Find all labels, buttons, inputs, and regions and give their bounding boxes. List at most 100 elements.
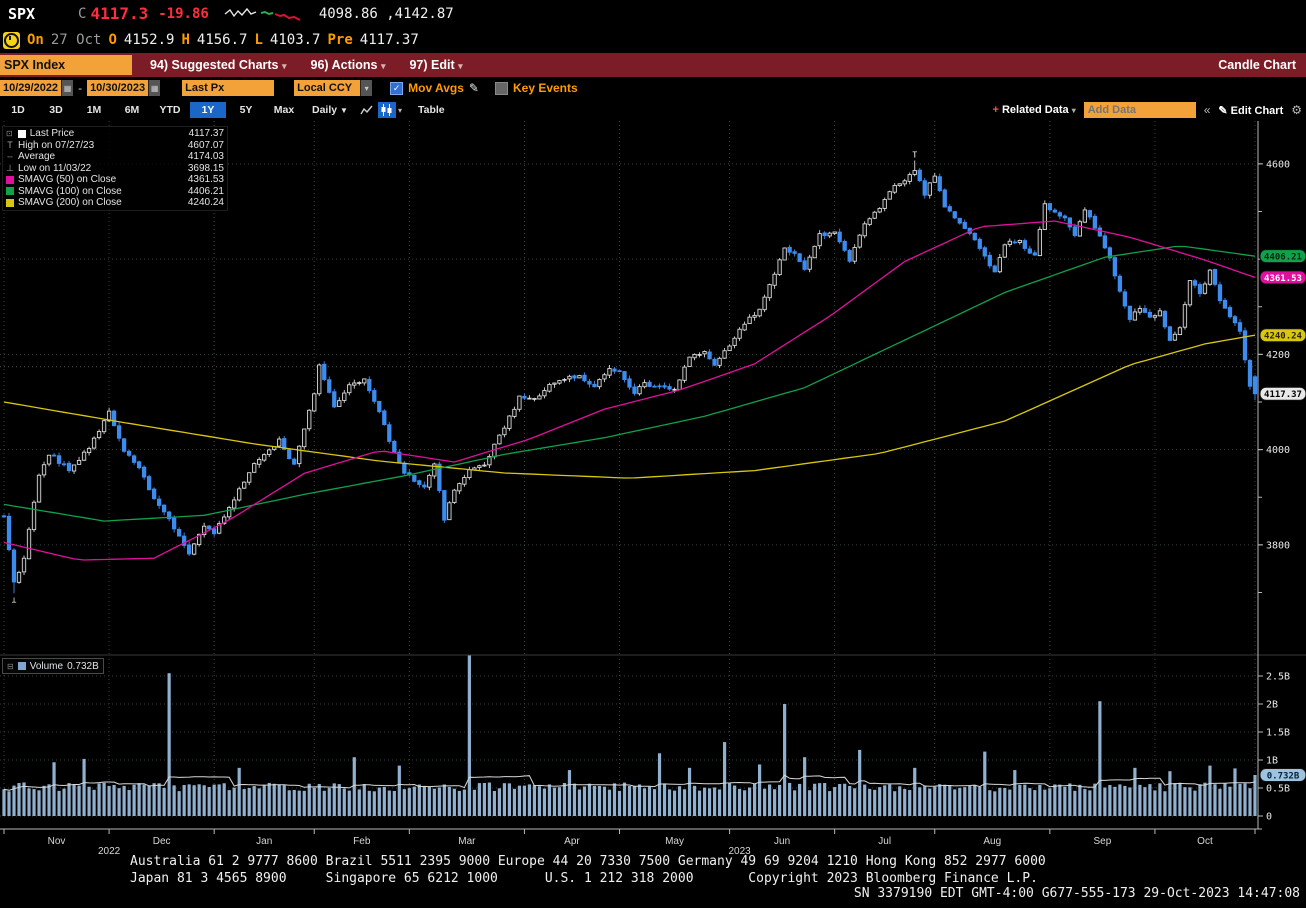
chart-legend: ⊡ Last Price 4117.37 T High on 07/27/23 4607.… (2, 126, 228, 211)
svg-text:2B: 2B (1266, 700, 1278, 711)
period-1y[interactable]: 1Y (190, 102, 226, 118)
volume-value: 0.732B (67, 660, 99, 672)
menu-actions[interactable]: 96) Actions ▾ (310, 58, 386, 72)
legend-expander-icon[interactable]: ⊡ (6, 129, 13, 139)
svg-text:2022: 2022 (98, 846, 121, 854)
date-from-input[interactable]: 10/29/2022 (0, 80, 62, 96)
mov-avgs-label: Mov Avgs (408, 81, 464, 95)
svg-text:Oct: Oct (1197, 836, 1213, 847)
legend-swatch (6, 175, 14, 184)
currency-select[interactable]: Local CCY (294, 80, 361, 96)
edit-pencil-icon[interactable]: ✎ (468, 81, 479, 95)
period-1m[interactable]: 1M (86, 104, 102, 116)
collapse-panel-icon[interactable]: « (1203, 103, 1211, 117)
svg-text:Aug: Aug (983, 836, 1001, 847)
last-price: 4117.3 (90, 4, 149, 23)
day-range: 4098.86 ,4142.87 (318, 5, 454, 22)
menu-edit[interactable]: 97) Edit ▾ (409, 58, 463, 72)
legend-row: SMAVG (50) on Close 4361.53 (6, 174, 224, 186)
calendar-icon[interactable]: ▦ (148, 80, 161, 96)
legend-marker-icon: T (7, 140, 13, 151)
legend-label: SMAVG (100) on Close (18, 185, 122, 197)
legend-value: 4607.07 (187, 139, 224, 151)
svg-text:1.5B: 1.5B (1266, 728, 1290, 739)
prev-label: Pre (327, 32, 353, 48)
terminal-status-line: SN 3379190 EDT GMT-4:00 G677-555-173 29-… (853, 886, 1300, 901)
edit-chart-button[interactable]: ✎ Edit Chart (1218, 104, 1284, 117)
candle-chart-icon[interactable] (377, 102, 396, 118)
mov-avgs-checkbox[interactable]: ✓ (390, 81, 404, 95)
date-to-input[interactable]: 10/30/2023 (87, 80, 149, 96)
session-date: 27 Oct (50, 32, 102, 48)
chevron-down-icon[interactable]: ▾ (360, 80, 373, 96)
legend-value: 4240.24 (187, 197, 224, 209)
legend-expander-icon[interactable]: ⊟ (7, 661, 14, 671)
svg-text:4200: 4200 (1266, 350, 1290, 361)
period-ytd[interactable]: YTD (159, 104, 181, 116)
legend-row: ┄ Average 4174.03 (6, 151, 224, 163)
price-volume-chart[interactable]: T ⊥ Nov Dec Jan Feb Mar Apr May Jun Jul Aug Sep Oct 20… (0, 121, 1306, 854)
legend-label: Last Price (29, 128, 75, 140)
legend-row: SMAVG (200) on Close 4240.24 (6, 197, 224, 209)
high-value: 4156.7 (196, 32, 248, 48)
volume-swatch (17, 662, 26, 670)
calendar-icon[interactable]: ▦ (61, 80, 74, 96)
svg-text:0: 0 (1266, 812, 1272, 823)
price-change: -19.86 (158, 5, 209, 22)
svg-text:4600: 4600 (1266, 159, 1290, 170)
legend-swatch (6, 187, 14, 196)
high-label: H (181, 32, 190, 48)
delayed-clock-icon[interactable] (3, 31, 20, 49)
table-button[interactable]: Table (417, 104, 445, 116)
frequency-select[interactable]: Daily ▼ (312, 104, 348, 116)
quote-row-session: On 27 Oct O 4152.9 H 4156.7 L 4103.7 Pre… (0, 27, 1306, 53)
period-1d[interactable]: 1D (11, 104, 25, 116)
add-data-input[interactable] (1083, 102, 1196, 118)
chart-area[interactable]: T ⊥ Nov Dec Jan Feb Mar Apr May Jun Jul Aug Sep Oct 20… (0, 121, 1306, 854)
on-label: On (27, 32, 44, 48)
close-label: C (78, 5, 87, 22)
period-6m[interactable]: 6M (124, 104, 140, 116)
period-5y[interactable]: 5Y (239, 104, 253, 116)
volume-label: Volume (29, 660, 64, 672)
svg-text:2023: 2023 (728, 846, 751, 854)
svg-text:1B: 1B (1266, 756, 1278, 767)
svg-text:Apr: Apr (564, 836, 580, 847)
svg-text:Nov: Nov (48, 836, 66, 847)
legend-label: High on 07/27/23 (18, 139, 95, 151)
legend-marker-icon: ⊥ (6, 163, 14, 174)
period-3d[interactable]: 3D (49, 104, 63, 116)
legend-label: SMAVG (200) on Close (18, 197, 122, 209)
svg-text:4000: 4000 (1266, 445, 1290, 456)
svg-text:4117.37: 4117.37 (1264, 390, 1302, 400)
open-value: 4152.9 (123, 32, 175, 48)
svg-text:Sep: Sep (1093, 836, 1111, 847)
volume-legend: ⊟ Volume 0.732B (2, 658, 104, 674)
menubar: SPX Index 94) Suggested Charts ▾ 96) Act… (0, 53, 1306, 77)
settings-gear-icon[interactable]: ⚙ (1291, 103, 1302, 117)
legend-swatch (6, 198, 14, 207)
ticker-input[interactable]: SPX Index (0, 55, 132, 75)
key-events-label: Key Events (512, 81, 578, 95)
chart-type-dropdown-icon[interactable]: ▾ (397, 105, 402, 115)
quote-row-primary: SPX C 4117.3 -19.86 4098.86 ,4142.87 (0, 0, 1306, 27)
svg-text:T: T (912, 150, 917, 159)
svg-text:4240.24: 4240.24 (1264, 332, 1303, 342)
legend-label: Average (18, 151, 56, 163)
related-data-button[interactable]: + Related Data ▾ (992, 104, 1076, 116)
menu-suggested-charts[interactable]: 94) Suggested Charts ▾ (150, 58, 287, 72)
chart-type-title: Candle Chart (1218, 58, 1296, 72)
svg-text:0.732B: 0.732B (1267, 772, 1300, 782)
svg-text:4361.53: 4361.53 (1264, 274, 1302, 284)
footer: Australia 61 2 9777 8600 Brazil 5511 239… (0, 853, 1306, 887)
legend-row: ⊥ Low on 11/03/22 3698.15 (6, 163, 224, 175)
prev-value: 4117.37 (359, 32, 419, 48)
price-field-select[interactable]: Last Px (182, 80, 275, 96)
chart-controls: 10/29/2022 ▦ - 10/30/2023 ▦ Last Px Loca… (0, 77, 1306, 99)
key-events-checkbox[interactable] (494, 81, 508, 95)
legend-row: ⊡ Last Price 4117.37 (6, 128, 224, 140)
line-chart-icon[interactable] (358, 102, 376, 118)
period-max[interactable]: Max (273, 104, 295, 116)
legend-label: SMAVG (50) on Close (18, 174, 117, 186)
